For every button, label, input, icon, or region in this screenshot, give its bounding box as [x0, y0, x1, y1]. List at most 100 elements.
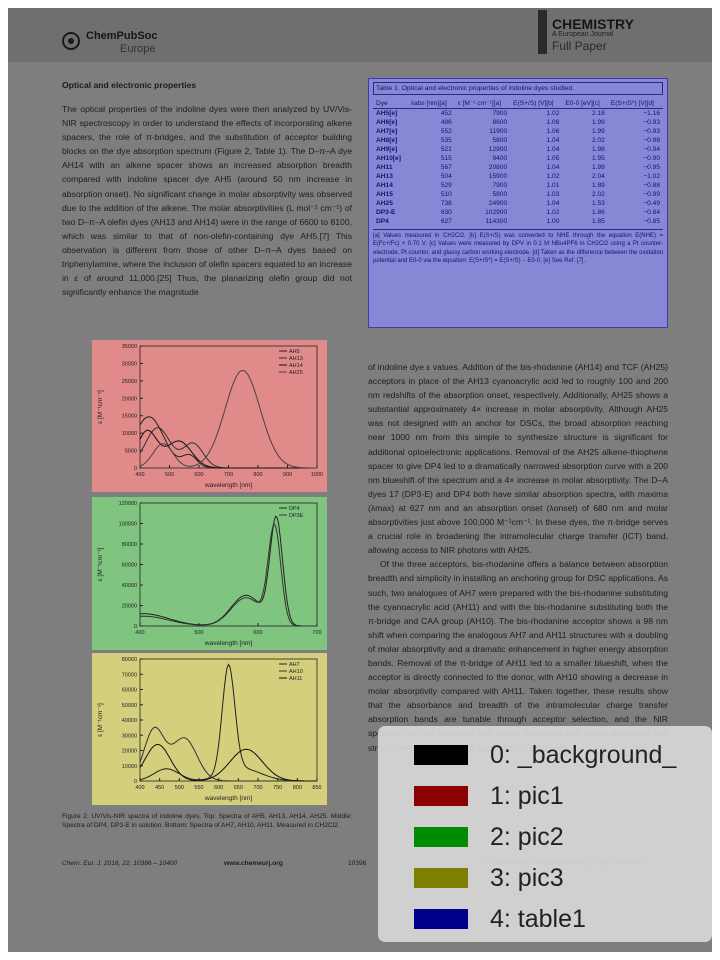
x-tick-label: 600	[214, 785, 223, 791]
table-cell: 486	[440, 119, 452, 126]
table-cell: −0.93	[643, 128, 660, 135]
society-name: ChemPubSoc	[86, 30, 158, 42]
y-tick-label: 40000	[122, 583, 137, 589]
legend-label: AH25	[289, 370, 303, 376]
y-tick-label: 0	[134, 466, 137, 472]
y-tick-label: 70000	[122, 672, 137, 678]
header: ChemPubSoc Europe CHEMISTRY A European J…	[8, 8, 712, 62]
table-cell: 1.99	[591, 128, 605, 135]
table-cell: −0.88	[643, 182, 660, 189]
x-tick-label: 600	[194, 472, 203, 478]
y-axis-label: ε [M⁻¹cm⁻¹]	[97, 703, 104, 737]
x-tick-label: 550	[194, 785, 203, 791]
table-cell: 1.99	[591, 164, 605, 171]
row-label: DP4	[376, 218, 389, 225]
row-label: DP3-E	[376, 209, 396, 216]
spectrum-curve	[139, 515, 317, 627]
legend-label: DP4	[289, 506, 300, 512]
legend-label: AH7	[289, 662, 300, 668]
segmentation-legend: 0: _background_ 1: pic1 2: pic2 3: pic3 …	[378, 726, 712, 942]
x-tick-label: 900	[283, 472, 292, 478]
table-cell: 5800	[492, 137, 508, 144]
y-axis-label: ε [M⁻¹cm⁻¹]	[97, 390, 104, 424]
footer-page: 10396	[348, 860, 367, 867]
legend-label: 2: pic2	[490, 822, 564, 851]
table-cell: 2.18	[591, 110, 605, 117]
table-cell: 529	[440, 182, 452, 189]
y-tick-label: 30000	[122, 361, 137, 367]
x-tick-label: 800	[253, 472, 262, 478]
row-label: AH13	[376, 173, 393, 180]
row-label: AH7[e]	[376, 128, 398, 135]
journal-name: CHEMISTRY	[552, 16, 634, 32]
table-cell: 504	[440, 173, 452, 180]
table-row: AH9[e] 521 12900 1.04 1.98 −0.94	[373, 145, 663, 154]
footer-citation: Chem. Eur. J. 2016, 22, 10386 – 10400	[62, 860, 178, 867]
legend-label: AH10	[289, 669, 303, 675]
legend-item: 0: _background_	[414, 738, 676, 772]
table-cell: 1.03	[546, 191, 560, 198]
table-row: AH25 738 24900 1.04 1.53 −0.49	[373, 199, 663, 208]
y-axis-label: ε [M⁻¹cm⁻¹]	[97, 548, 104, 582]
legend-label: 4: table1	[490, 904, 586, 933]
table-header-cell: E0-0 [eV][c]	[562, 98, 608, 109]
table-cell: 1.95	[591, 155, 605, 162]
y-tick-label: 80000	[122, 657, 137, 663]
table-row: AH7[e] 552 11900 1.06 1.99 −0.93	[373, 127, 663, 136]
table-cell: −0.94	[643, 146, 660, 153]
table-cell: 2.04	[591, 173, 605, 180]
figure-image: 0 20000 40000 60000 80000 100000 120000 400 500 6…	[92, 497, 327, 650]
spectrum-curve	[139, 370, 317, 469]
y-tick-label: 120000	[119, 501, 137, 507]
table-cell: −1.02	[643, 173, 660, 180]
table-cell: 1.86	[591, 209, 605, 216]
x-axis-label: wavelength [nm]	[204, 640, 253, 647]
x-tick-label: 400	[135, 630, 144, 636]
table-cell: 2.02	[591, 137, 605, 144]
table-row: DP4 627 114300 1.00 1.85 −0.85	[373, 217, 663, 226]
table-cell: 1.04	[546, 137, 560, 144]
table-cell: 7900	[492, 182, 508, 189]
figure-image: 0 10000 20000 30000 40000 50000 60000 70000 8000…	[92, 653, 327, 805]
y-tick-label: 35000	[122, 344, 137, 350]
row-label: AH8[e]	[376, 137, 398, 144]
x-axis-label: wavelength [nm]	[204, 482, 253, 489]
x-tick-label: 500	[175, 785, 184, 791]
table-cell: 738	[440, 200, 452, 207]
table-cell: 9400	[492, 155, 508, 162]
table-cell: 535	[440, 137, 452, 144]
table-cell: −0.95	[643, 164, 660, 171]
x-tick-label: 400	[135, 785, 144, 791]
table-row: AH6[e] 486 8600 1.06 1.99 −0.93	[373, 118, 663, 127]
body-paragraph: of indoline dye ε values. Addition of th…	[368, 362, 668, 556]
x-axis-label: wavelength [nm]	[204, 795, 253, 802]
table-cell: 1.05	[546, 155, 560, 162]
table-cell: 1.02	[546, 110, 560, 117]
y-tick-label: 60000	[122, 563, 137, 569]
x-tick-label: 400	[135, 472, 144, 478]
y-tick-label: 25000	[122, 379, 137, 385]
x-tick-label: 600	[253, 630, 262, 636]
x-tick-label: 450	[155, 785, 164, 791]
table-cell: 1.53	[591, 200, 605, 207]
table-cell: 102900	[485, 209, 508, 216]
right-column: of indoline dye ε values. Addition of th…	[368, 360, 668, 850]
table-cell: 1.99	[591, 119, 605, 126]
table-cell: 515	[440, 155, 452, 162]
table-cell: 567	[440, 164, 452, 171]
table-caption: Table 1. Optical and electronic properti…	[373, 82, 663, 95]
footer-website: www.chemeurj.org	[224, 860, 283, 867]
y-tick-label: 20000	[122, 604, 137, 610]
spectrum-curve	[139, 429, 317, 469]
table-cell: 510	[440, 191, 452, 198]
legend-item: 4: table1	[414, 902, 586, 936]
table-cell: 1.00	[546, 218, 560, 225]
logo-icon	[62, 32, 80, 50]
legend-label: AH13	[289, 356, 303, 362]
table-cell: 2.02	[591, 191, 605, 198]
table-cell: 7900	[492, 110, 508, 117]
document-page: ChemPubSoc Europe CHEMISTRY A European J…	[8, 8, 712, 952]
legend-label: DP3E	[289, 513, 304, 519]
row-label: AH15	[376, 191, 393, 198]
table-row: AH10[e] 515 9400 1.05 1.95 −0.90	[373, 154, 663, 163]
